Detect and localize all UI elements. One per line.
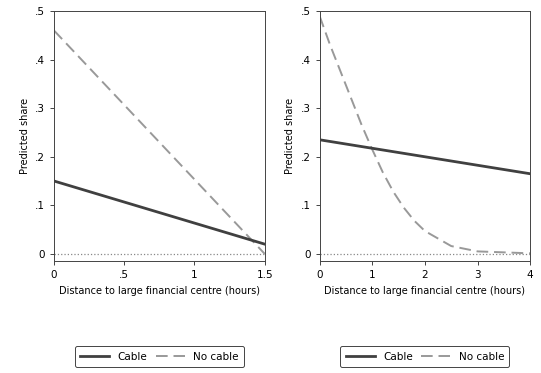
X-axis label: Distance to large financial centre (hours): Distance to large financial centre (hour… xyxy=(325,286,525,296)
X-axis label: Distance to large financial centre (hours): Distance to large financial centre (hour… xyxy=(59,286,260,296)
Legend: Cable, No cable: Cable, No cable xyxy=(75,346,244,367)
Legend: Cable, No cable: Cable, No cable xyxy=(340,346,510,367)
Y-axis label: Predicted share: Predicted share xyxy=(285,98,295,174)
Y-axis label: Predicted share: Predicted share xyxy=(19,98,30,174)
